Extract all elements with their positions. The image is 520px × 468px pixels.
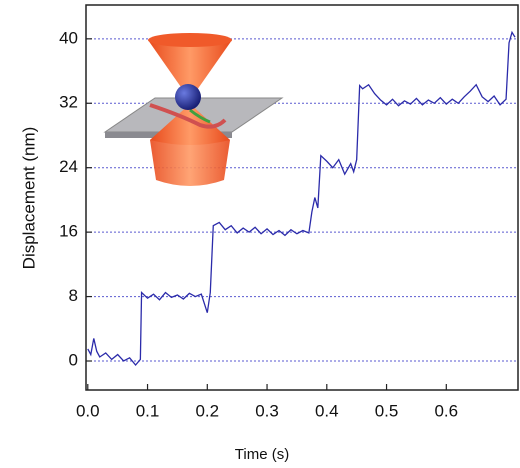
x-tick-label: 0.0 <box>76 401 100 420</box>
y-tick-label: 0 <box>69 350 78 369</box>
plot-frame <box>85 4 519 391</box>
y-tick-label: 32 <box>59 93 78 112</box>
y-tick-label: 8 <box>69 286 78 305</box>
x-tick-label: 0.2 <box>195 401 219 420</box>
filament <box>149 103 227 129</box>
inset-illustration <box>103 33 284 186</box>
y-axis-label: Displacement (nm) <box>19 127 38 270</box>
x-tick-label: 0.5 <box>375 401 399 420</box>
laser-cone-top-cap <box>148 33 232 47</box>
x-tick-label: 0.1 <box>136 401 160 420</box>
bead <box>175 84 201 110</box>
x-axis-label: Time (s) <box>235 446 289 463</box>
x-tick-label: 0.6 <box>434 401 458 420</box>
y-tick-label: 16 <box>59 222 78 241</box>
y-tick-label: 40 <box>59 28 78 47</box>
x-tick-label: 0.3 <box>255 401 279 420</box>
data-line <box>87 30 516 367</box>
x-tick-label: 0.4 <box>315 401 339 420</box>
y-tick-label: 24 <box>59 157 78 176</box>
laser-cone-top <box>148 35 232 100</box>
laser-cone-bottom <box>150 104 230 186</box>
motor <box>189 108 211 124</box>
